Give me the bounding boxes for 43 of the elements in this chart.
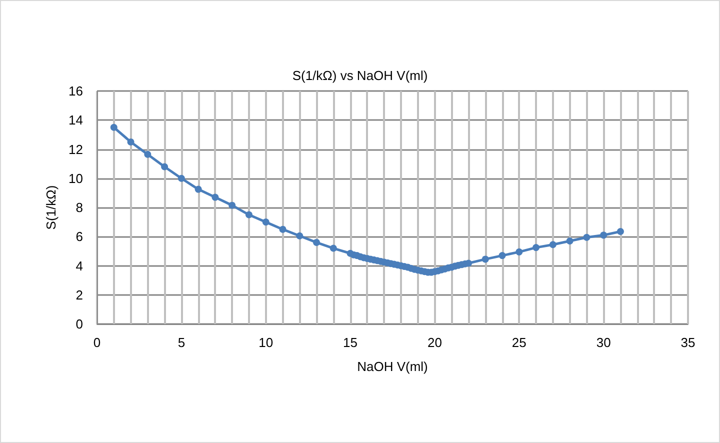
point	[161, 163, 168, 170]
point	[178, 174, 185, 182]
point	[127, 138, 134, 146]
y-tick-label: 12	[68, 142, 83, 157]
point	[549, 241, 556, 248]
point	[498, 252, 506, 260]
y-tick-label: 16	[68, 84, 83, 98]
point	[566, 237, 574, 244]
y-axis-title: S(1/kΩ)	[44, 185, 59, 230]
x-tick-label: 10	[258, 335, 274, 350]
point	[313, 238, 320, 246]
y-tick-label: 4	[76, 258, 83, 274]
point	[616, 228, 624, 236]
point	[144, 150, 152, 158]
x-tick-label: 30	[596, 335, 611, 350]
y-tick-label: 2	[76, 287, 83, 302]
point	[262, 218, 270, 226]
chart-title: S(1/kΩ) vs NaOH V(ml)	[292, 68, 428, 83]
point	[296, 232, 304, 240]
x-tick-label: 35	[680, 335, 696, 350]
point	[245, 211, 252, 218]
point	[482, 256, 489, 263]
y-tick-label: 6	[76, 229, 83, 244]
y-tick-label: 14	[68, 112, 83, 128]
x-tick-label: 15	[343, 335, 358, 350]
point	[532, 244, 540, 252]
point	[228, 202, 236, 209]
y-tick-label: 10	[68, 170, 83, 186]
x-tick-label: 0	[93, 335, 101, 350]
x-tick-label: 5	[178, 335, 186, 350]
x-tick-label: 25	[512, 335, 526, 350]
point	[583, 234, 590, 241]
x-tick-label: 20	[427, 335, 442, 350]
point	[516, 248, 523, 256]
point	[330, 244, 337, 252]
point	[600, 232, 608, 239]
point	[212, 194, 219, 201]
x-axis-title: NaOH V(ml)	[357, 359, 428, 374]
y-tick-label: 8	[76, 200, 83, 215]
point	[110, 124, 118, 131]
point	[194, 186, 202, 193]
point	[279, 226, 286, 233]
y-tick-label: 0	[76, 316, 83, 332]
